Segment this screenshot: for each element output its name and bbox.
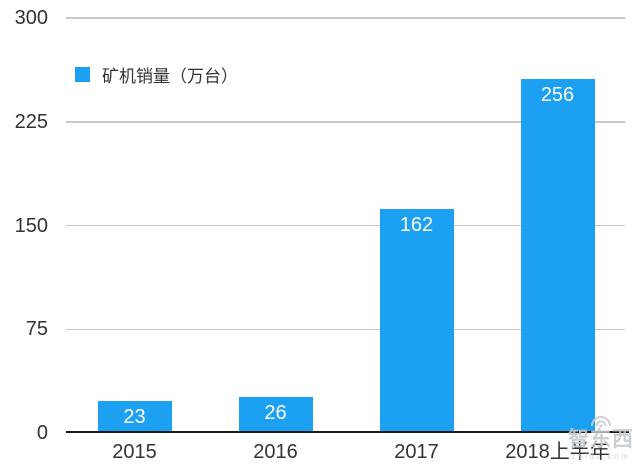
legend-swatch-icon [75,67,90,82]
bar-2015 [97,401,172,433]
x-axis-label-2018上半年: 2018上半年 [505,441,610,463]
y-axis-label-150: 150 [14,214,48,237]
legend: 矿机销量（万台） [75,62,238,87]
gridline-150 [66,224,625,227]
bar-value-label: 23 [123,406,146,429]
bar-value-label: 162 [399,213,434,236]
bar-2018上半年 [520,78,595,433]
x-axis-label-2017: 2017 [394,441,439,463]
bar-value-label: 26 [264,402,287,425]
x-axis-label-2015: 2015 [112,441,157,463]
gridline-75 [66,328,625,330]
y-axis-label-0: 0 [36,422,48,444]
y-axis-label-300: 300 [14,7,48,29]
y-axis-label-225: 225 [14,110,48,133]
legend-label: 矿机销量（万台） [102,67,238,86]
y-axis-label-75: 75 [25,318,48,341]
bar-2017 [379,208,454,433]
gridline-300 [66,17,625,19]
x-axis-line [66,431,629,433]
bar-2016 [238,397,313,433]
x-axis-label-2016: 2016 [253,441,298,463]
gridline-225 [66,121,625,123]
bar-value-label: 256 [540,83,575,106]
